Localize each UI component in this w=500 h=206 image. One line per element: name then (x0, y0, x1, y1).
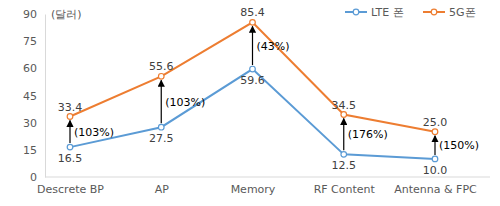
annotation-arrow (252, 26, 253, 65)
annotation: (103%) (74, 126, 114, 139)
y-tick: 45 (23, 90, 45, 103)
data-label: 16.5 (58, 152, 83, 165)
x-tick: Antenna & FPC (394, 177, 477, 196)
y-tick: 75 (23, 35, 45, 48)
series-marker (341, 112, 347, 118)
x-tick: Memory (231, 177, 276, 196)
x-tick-label: RF Content (314, 183, 376, 196)
annotation: (176%) (348, 128, 388, 141)
x-tick-label: Memory (231, 183, 276, 196)
x-axis: Descrete BP AP Memory RF Content Antenna & F… (37, 177, 490, 196)
y-tick: 30 (23, 117, 45, 130)
annotation-arrow (343, 119, 344, 151)
y-tick-label: 0 (30, 171, 37, 184)
y-tick-label: 60 (23, 62, 37, 75)
data-label: 33.4 (58, 101, 83, 114)
series-marker (432, 156, 438, 162)
y-tick-label: 90 (23, 8, 37, 21)
chart: 0 15 30 45 60 75 90 Descrete BP AP Memory RF Conte… (0, 0, 500, 206)
data-label: 27.5 (149, 132, 174, 145)
data-label: 25.0 (423, 116, 448, 129)
series-marker (432, 129, 438, 135)
y-tick-label: 15 (23, 144, 37, 157)
y-tick: 15 (23, 144, 45, 157)
x-tick-label: Antenna & FPC (394, 183, 477, 196)
y-tick: 90 (23, 8, 45, 21)
y-tick-label: 45 (23, 90, 37, 103)
legend: LTE 폰 5G폰 (345, 6, 476, 19)
legend-marker (353, 9, 359, 15)
x-tick-label: AP (155, 183, 170, 196)
series-line (70, 22, 435, 131)
data-label: 34.5 (332, 99, 357, 112)
series-marker (67, 144, 73, 150)
annotation-arrow (161, 80, 162, 123)
y-tick-label: 75 (23, 35, 37, 48)
legend-marker (431, 9, 437, 15)
series-marker (250, 66, 256, 72)
legend-label: LTE 폰 (371, 6, 404, 19)
series-marker (250, 20, 256, 26)
series-line (70, 69, 435, 159)
legend-label: 5G폰 (449, 6, 476, 19)
series-marker (67, 114, 73, 120)
annotation-arrow (69, 121, 70, 144)
x-tick: Descrete BP (37, 177, 104, 196)
series-marker (158, 124, 164, 130)
x-tick-label: Descrete BP (37, 183, 104, 196)
x-tick: RF Content (314, 177, 376, 196)
series-marker (158, 74, 164, 80)
labels: (103%) (103%) (43%) (176%) (150%) 16.5 27.5 59.… (58, 6, 479, 177)
y-axis: 0 15 30 45 60 75 90 (23, 8, 46, 184)
plot-area (67, 20, 438, 162)
data-label: 12.5 (332, 159, 357, 172)
data-label: 59.6 (240, 74, 265, 87)
y-tick-label: 30 (23, 117, 37, 130)
annotation: (103%) (165, 96, 205, 109)
data-label: 10.0 (423, 164, 448, 177)
annotation: (43%) (257, 40, 290, 53)
annotation-arrow (434, 136, 435, 155)
y-axis-title: (달러) (51, 8, 82, 21)
annotation: (150%) (439, 139, 479, 152)
y-axis-line (45, 15, 46, 178)
x-tick: AP (155, 177, 170, 196)
data-label: 55.6 (149, 60, 174, 73)
series-marker (341, 152, 347, 158)
data-label: 85.4 (240, 6, 265, 19)
y-tick: 60 (23, 62, 45, 75)
